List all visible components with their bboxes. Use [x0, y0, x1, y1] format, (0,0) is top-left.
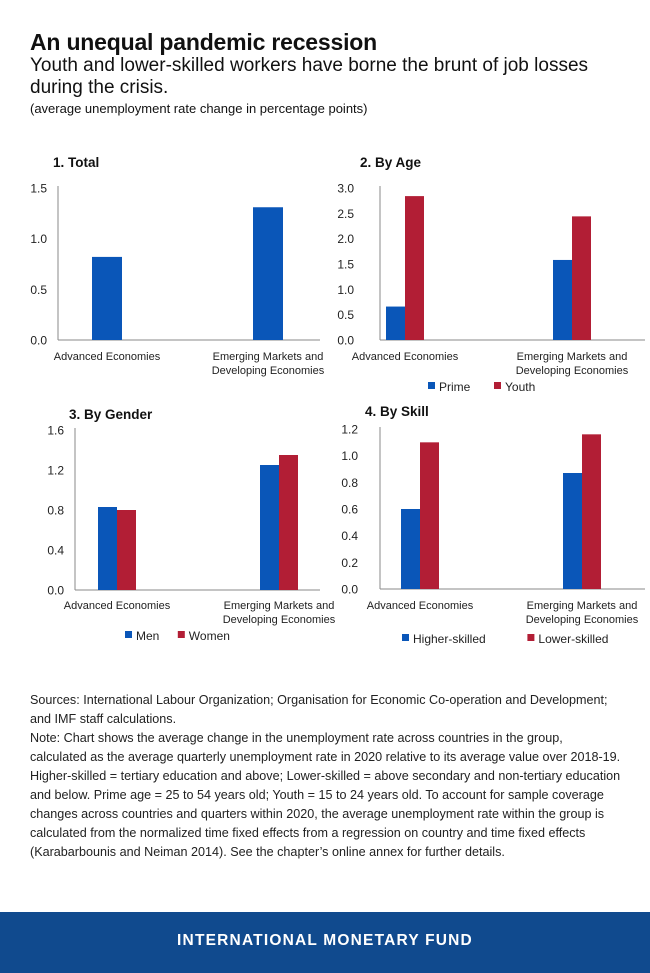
- y-tick-label: 2.5: [337, 207, 354, 221]
- bar-higher-skilled-emerging: [563, 473, 582, 589]
- y-tick-label: 1.5: [337, 258, 354, 272]
- chart-title: 4. By Skill: [365, 404, 429, 419]
- x-category-label: Emerging Markets and Developing Economies: [212, 351, 325, 377]
- y-tick-label: 0.8: [47, 504, 64, 518]
- y-tick-label: 0.8: [341, 476, 358, 490]
- y-tick-label: 1.2: [47, 464, 64, 478]
- x-category-label: Advanced Economies: [367, 600, 474, 612]
- legend-swatch: [177, 631, 185, 638]
- bar-women-emerging: [279, 455, 298, 590]
- y-tick-label: 0.0: [337, 334, 354, 348]
- notes: Sources: International Labour Organizati…: [30, 691, 622, 862]
- page-subtitle: Youth and lower-skilled workers have bor…: [30, 55, 589, 98]
- legend-label: Youth: [505, 380, 535, 394]
- chart-by-age: 2. By Age 0.0 0.5 1.0 1.5 2.0 2.5 3.0 Advanced E…: [320, 150, 650, 405]
- y-tick-label: 1.0: [341, 449, 358, 463]
- chart-by-gender: 3. By Gender 0.0 0.4 0.8 1.2 1.6 Advanced Econ…: [0, 402, 335, 652]
- legend-swatch: [125, 631, 132, 638]
- footer-bar: INTERNATIONAL MONETARY FUND: [0, 912, 650, 973]
- bar-youth-emerging: [572, 216, 591, 340]
- y-tick-label: 0.5: [30, 283, 47, 297]
- bar-prime-emerging: [553, 259, 572, 340]
- y-tick-label: 0.2: [341, 556, 358, 570]
- bar-prime-advanced: [386, 306, 405, 340]
- y-tick-label: 0.0: [341, 583, 358, 597]
- unit-note: (average unemployment rate change in per…: [30, 101, 368, 116]
- page-title: An unequal pandemic recession: [30, 29, 377, 55]
- bar-youth-advanced: [405, 196, 424, 340]
- y-tick-label: 0.0: [30, 334, 47, 348]
- y-tick-label: 1.5: [30, 182, 47, 196]
- x-category-label: Emerging Markets and Developing Economies: [223, 600, 336, 626]
- legend-swatch: [428, 382, 435, 389]
- legend-label: Higher-skilled: [413, 632, 486, 646]
- bar-lower-skilled-emerging: [582, 434, 601, 589]
- legend-swatch: [402, 634, 409, 641]
- legend-label: Lower-skilled: [538, 632, 608, 646]
- legend-swatch: [494, 382, 501, 389]
- bar-men-advanced: [98, 507, 117, 590]
- chart-title: 3. By Gender: [69, 407, 153, 422]
- y-tick-label: 2.0: [337, 232, 354, 246]
- y-tick-label: 1.6: [47, 424, 64, 438]
- legend-label: Men: [136, 629, 159, 643]
- x-category-label: Emerging Markets and Developing Economies: [526, 600, 639, 626]
- y-tick-label: 0.5: [337, 308, 354, 322]
- footer-label: INTERNATIONAL MONETARY FUND: [177, 932, 473, 949]
- y-tick-label: 0.0: [47, 584, 64, 598]
- bar-lower-skilled-advanced: [420, 442, 439, 589]
- legend-label: Prime: [439, 380, 471, 394]
- note-text: Note: Chart shows the average change in …: [30, 731, 621, 859]
- chart-total: 1. Total 0.0 0.5 1.0 1.5 Advanced Economies Em…: [0, 150, 325, 400]
- x-category-label: Emerging Markets and Developing Economies: [516, 351, 629, 377]
- y-tick-label: 0.4: [47, 544, 64, 558]
- y-tick-label: 1.2: [341, 423, 358, 437]
- bar-higher-skilled-advanced: [401, 509, 420, 589]
- bar-women-advanced: [117, 510, 136, 590]
- x-category-label: Advanced Economies: [54, 351, 161, 363]
- y-tick-label: 1.0: [337, 283, 354, 297]
- chart-title: 2. By Age: [360, 155, 422, 170]
- bar-men-emerging: [260, 465, 279, 590]
- x-category-label: Advanced Economies: [352, 351, 459, 363]
- legend-swatch: [527, 634, 535, 641]
- legend-label: Women: [189, 629, 230, 643]
- y-tick-label: 0.4: [341, 529, 358, 543]
- chart-by-skill: 4. By Skill 0.0 0.2 0.4 0.6 0.8 1.0 1.2 Advanced…: [320, 400, 650, 655]
- sources-text: Sources: International Labour Organizati…: [30, 693, 608, 726]
- bar-total-emerging: [253, 207, 283, 340]
- chart-title: 1. Total: [53, 155, 99, 170]
- y-tick-label: 0.6: [341, 503, 358, 517]
- y-tick-label: 1.0: [30, 232, 47, 246]
- x-category-label: Advanced Economies: [64, 600, 171, 612]
- y-tick-label: 3.0: [337, 182, 354, 196]
- bar-total-advanced: [92, 256, 122, 340]
